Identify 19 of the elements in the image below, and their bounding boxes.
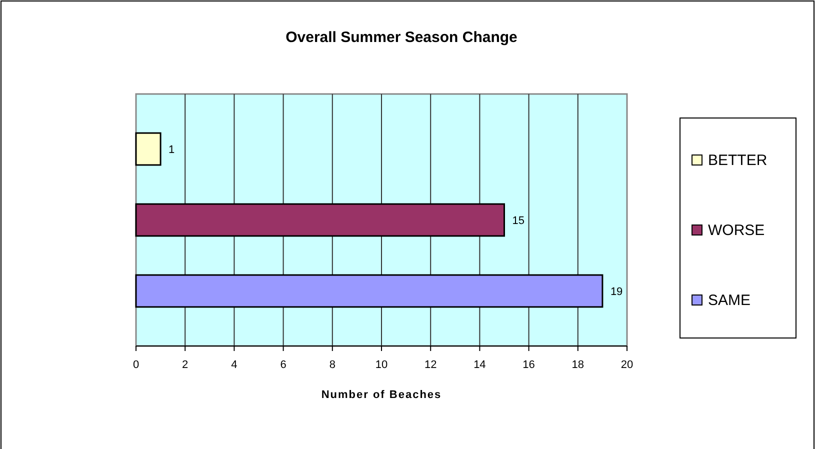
- x-tick-label: 16: [522, 359, 535, 371]
- chart-title: Overall Summer Season Change: [286, 29, 518, 46]
- legend-label: SAME: [708, 292, 751, 309]
- x-tick-label: 14: [474, 359, 486, 371]
- x-tick-label: 20: [620, 359, 634, 371]
- x-tick-label: 2: [182, 359, 188, 371]
- legend-label: WORSE: [708, 222, 765, 239]
- data-label: 19: [610, 286, 623, 298]
- data-label: 15: [512, 215, 524, 227]
- x-tick-label: 4: [231, 359, 238, 371]
- x-axis-title: Number of Beaches: [321, 389, 442, 401]
- x-tick-label: 0: [132, 359, 140, 371]
- legend-label: BETTER: [708, 152, 768, 169]
- x-tick-label: 10: [375, 359, 388, 371]
- x-tick-label: 6: [280, 359, 286, 371]
- data-label: 1: [168, 144, 175, 156]
- x-tick-label: 8: [329, 359, 336, 371]
- x-tick-label: 18: [572, 359, 584, 371]
- x-tick-label: 12: [424, 359, 437, 371]
